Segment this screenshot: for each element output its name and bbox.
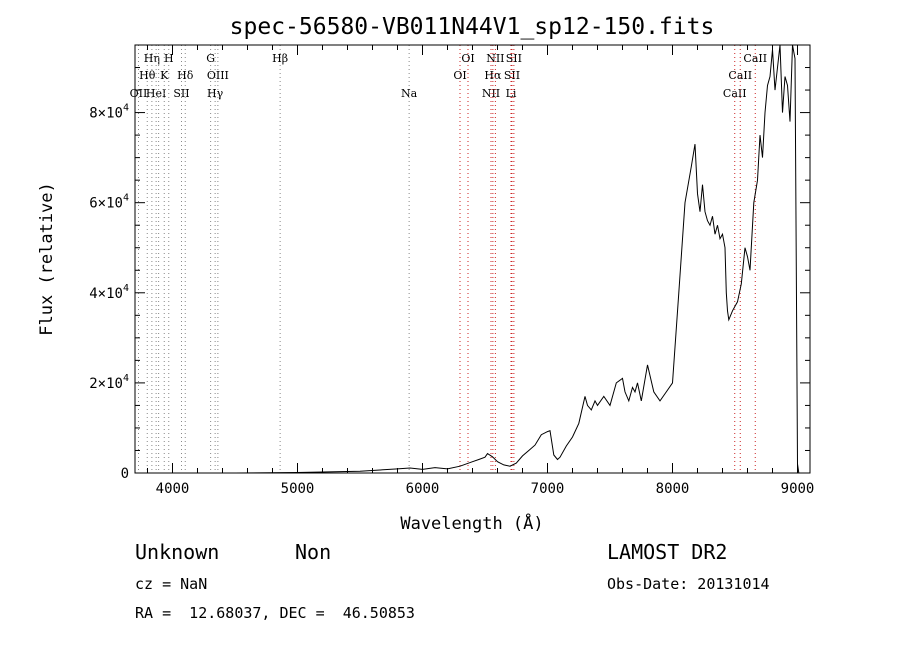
line-marker-label: OII [130, 87, 148, 100]
line-marker-label: SII [506, 52, 522, 65]
spectrum-series [135, 44, 800, 474]
line-marker-label: Hγ [207, 87, 224, 100]
x-tick-label: 4000 [156, 481, 190, 497]
coordinates: RA = 12.68037, DEC = 46.50853 [135, 604, 415, 622]
emission-line-markers: OII Hθ Hη HeI KH SII Hδ G Hγ OIII Hβ Na OI OI NII Hα NII… [130, 45, 767, 473]
line-marker-label: Hα [484, 69, 502, 82]
plot-frame [134, 44, 811, 474]
chart-title: spec-56580-VB011N44V1_sp12-150.fits [230, 14, 715, 40]
y-axis-label: Flux (relative) [37, 182, 57, 336]
line-marker-label: Hδ [177, 69, 194, 82]
object-class: Unknown [135, 540, 220, 564]
line-marker-label: K [160, 69, 169, 82]
x-tick-label: 6000 [406, 481, 440, 497]
line-marker-label: Hβ [272, 52, 288, 65]
line-marker-label: Na [401, 87, 418, 100]
y-tick-label: 2×104 [89, 373, 129, 392]
line-marker-label: OIII [207, 69, 229, 82]
line-marker-label: NII [482, 87, 500, 100]
x-tick-label: 9000 [781, 481, 815, 497]
line-marker-label: NII [486, 52, 504, 65]
line-marker-label: CaII [728, 69, 752, 82]
data-release: LAMOST DR2 [607, 540, 728, 564]
line-marker-label: OI [453, 69, 466, 82]
line-marker-label: G [206, 52, 215, 65]
y-tick-label: 0 [121, 466, 129, 482]
line-marker-label: CaII [723, 87, 747, 100]
line-marker-label: H [164, 52, 174, 65]
y-tick-label: 8×104 [89, 103, 129, 122]
y-tick-label: 4×104 [89, 283, 129, 302]
y-tick-label: 6×104 [89, 193, 129, 212]
x-tick-label: 5000 [281, 481, 315, 497]
x-axis-label: Wavelength (Å) [400, 512, 543, 534]
line-marker-label: Hη [144, 52, 160, 65]
line-marker-label: SII [173, 87, 189, 100]
x-tick-label: 8000 [656, 481, 690, 497]
line-marker-label: SII [504, 69, 520, 82]
line-marker-label: Hθ [139, 69, 156, 82]
observation-date: Obs-Date: 20131014 [607, 575, 770, 593]
line-marker-label: OI [461, 52, 474, 65]
object-subclass: Non [295, 540, 332, 564]
line-marker-label: Li [506, 87, 517, 100]
line-marker-label: CaII [743, 52, 767, 65]
axes: 4000 5000 6000 7000 8000 9000 0 2×104 4×104 6×104… [89, 44, 815, 497]
line-marker-label: HeI [146, 87, 166, 100]
spectrum-line [135, 44, 800, 474]
x-tick-label: 7000 [531, 481, 565, 497]
redshift-cz: cz = NaN [135, 575, 208, 593]
